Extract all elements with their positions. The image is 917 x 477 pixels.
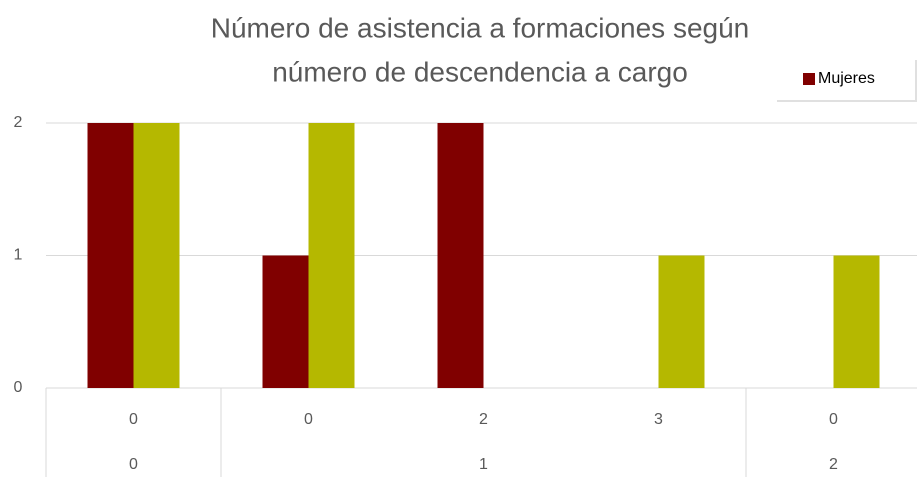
bar: [133, 123, 180, 388]
x-tick-label: 3: [654, 411, 663, 428]
bar: [87, 123, 134, 388]
group-label: 0: [129, 456, 138, 473]
chart-title: Número de asistencia a formaciones según: [211, 12, 750, 43]
chart-title: número de descendencia a cargo: [272, 56, 688, 87]
x-tick-label: 0: [129, 411, 138, 428]
group-label: 1: [479, 456, 488, 473]
bar: [262, 255, 309, 388]
legend-swatch: [803, 73, 815, 85]
bar: [437, 123, 484, 388]
bar: [658, 255, 705, 388]
y-tick-label: 1: [14, 247, 23, 264]
y-tick-label: 0: [14, 379, 23, 396]
x-tick-label: 2: [479, 411, 488, 428]
x-tick-label: 0: [829, 411, 838, 428]
y-tick-label: 2: [14, 114, 23, 131]
legend-label: Mujeres: [818, 70, 875, 87]
bar: [833, 255, 880, 388]
legend-box: [775, 58, 915, 100]
group-label: 2: [829, 456, 838, 473]
bar: [308, 123, 355, 388]
x-tick-label: 0: [304, 411, 313, 428]
